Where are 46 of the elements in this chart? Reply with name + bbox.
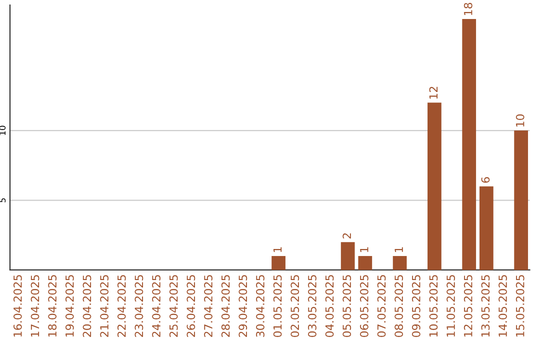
x-tick-label: 10.05.2025: [429, 275, 438, 337]
data-label: 1: [360, 247, 368, 252]
data-label: 1: [273, 247, 282, 252]
bar: [340, 242, 355, 270]
x-tick-label: 11.05.2025: [446, 275, 455, 337]
x-tick-label: 16.04.2025: [13, 275, 22, 337]
x-tick-label: 23.04.2025: [134, 275, 144, 337]
x-tick-label: 22.04.2025: [117, 275, 126, 337]
x-tick-label: 24.04.2025: [152, 275, 160, 337]
x-tick-label: 07.05.2025: [377, 275, 386, 338]
bar: [392, 256, 407, 270]
x-tick-label: 28.04.2025: [221, 275, 230, 337]
x-tick-label: 15.05.2025: [516, 275, 524, 337]
x-tick-label: 09.05.2025: [412, 275, 420, 338]
x-tick-label: 18.04.2025: [48, 275, 57, 337]
x-tick-label: 03.05.2025: [308, 275, 316, 338]
bar: [428, 102, 442, 270]
x-tick-label: 01.05.2025: [273, 275, 282, 338]
x-tick-label: 27.04.2025: [204, 275, 212, 337]
x-tick-label: 17.04.2025: [30, 275, 40, 337]
x-tick-label: 29.04.2025: [238, 275, 248, 337]
x-tick-label: 05.05.2025: [342, 275, 352, 338]
x-tick-label: 30.04.2025: [256, 275, 264, 337]
x-tick-label: 08.05.2025: [394, 275, 404, 338]
x-tick-label: 20.04.2025: [82, 275, 92, 337]
data-label: 10: [516, 114, 524, 127]
x-tick-label: 04.05.2025: [325, 275, 334, 338]
data-label: 12: [429, 86, 438, 99]
data-label: 1: [394, 247, 403, 252]
bar: [514, 130, 528, 270]
data-label: 2: [342, 233, 351, 238]
x-tick-label: 26.04.2025: [186, 275, 196, 337]
data-label: 18: [464, 2, 472, 16]
x-tick-label: 21.04.2025: [100, 275, 108, 337]
x-tick-label: 02.05.2025: [290, 275, 300, 338]
bar: [480, 186, 494, 270]
bar: [272, 256, 286, 270]
bar: [462, 19, 476, 270]
x-tick-label: 12.05.2025: [464, 275, 472, 337]
bar: [358, 256, 372, 270]
data-label: 6: [481, 177, 490, 183]
x-tick-label: 14.05.2025: [498, 275, 507, 337]
x-tick-label: 06.05.2025: [360, 275, 368, 338]
x-tick-label: 25.04.2025: [169, 275, 178, 337]
x-tick-label: 19.04.2025: [65, 275, 74, 337]
x-tick-label: 13.05.2025: [481, 275, 490, 337]
